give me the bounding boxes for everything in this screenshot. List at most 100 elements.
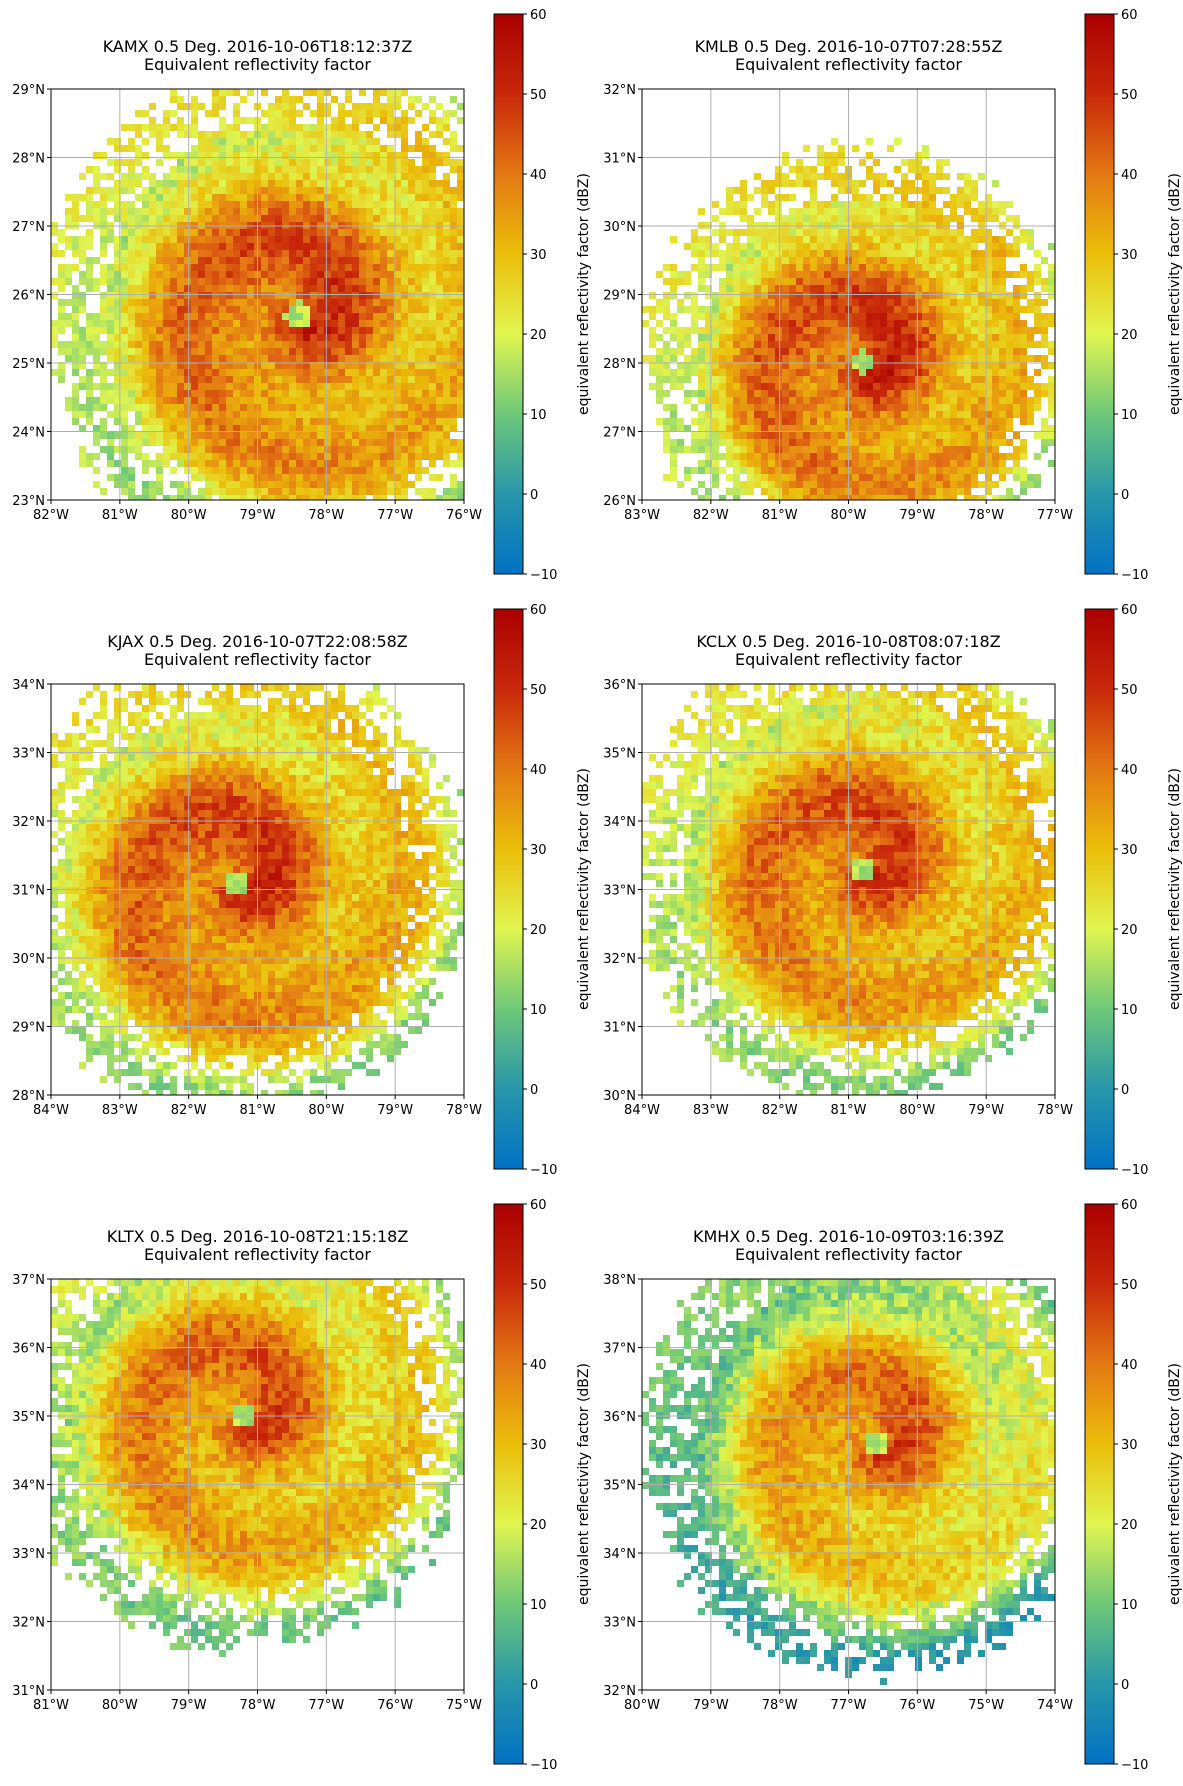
echo-cell (387, 159, 394, 166)
echo-cell (824, 229, 831, 236)
echo-cell (205, 460, 212, 467)
echo-cell (303, 299, 310, 306)
echo-cell (768, 453, 775, 460)
echo-cell (719, 418, 726, 425)
echo-cell (768, 285, 775, 292)
echo-cell (880, 299, 887, 306)
echo-cell (436, 117, 443, 124)
echo-cell (936, 369, 943, 376)
echo-cell (915, 383, 922, 390)
echo-cell (324, 278, 331, 285)
echo-cell (943, 474, 950, 481)
echo-cell (373, 376, 380, 383)
echo-cell (705, 460, 712, 467)
echo-cell (887, 334, 894, 341)
echo-cell (908, 257, 915, 264)
echo-cell (310, 397, 317, 404)
echo-cell (107, 341, 114, 348)
echo-cell (359, 89, 366, 96)
echo-cell (198, 236, 205, 243)
echo-cell (733, 285, 740, 292)
echo-cell (429, 145, 436, 152)
echo-cell (978, 411, 985, 418)
echo-cell (380, 418, 387, 425)
echo-cell (705, 327, 712, 334)
echo-cell (198, 187, 205, 194)
echo-cell (324, 292, 331, 299)
echo-cell (698, 439, 705, 446)
echo-cell (198, 397, 205, 404)
echo-cell (212, 166, 219, 173)
echo-cell (310, 362, 317, 369)
echo-cell (698, 257, 705, 264)
echo-cell (303, 348, 310, 355)
echo-cell (170, 313, 177, 320)
echo-cell (747, 348, 754, 355)
echo-cell (240, 411, 247, 418)
echo-cell (289, 117, 296, 124)
echo-cell (317, 138, 324, 145)
echo-cell (310, 460, 317, 467)
echo-cell (282, 208, 289, 215)
echo-cell (705, 313, 712, 320)
echo-cell (331, 404, 338, 411)
echo-cell (191, 292, 198, 299)
echo-cell (331, 313, 338, 320)
echo-cell (894, 320, 901, 327)
echo-cell (415, 376, 422, 383)
echo-cell (345, 166, 352, 173)
echo-cell (135, 292, 142, 299)
echo-cell (684, 467, 691, 474)
echo-cell (677, 348, 684, 355)
echo-cell (908, 166, 915, 173)
echo-cell (908, 495, 915, 500)
echo-cell (184, 124, 191, 131)
echo-cell (796, 313, 803, 320)
echo-cell (950, 313, 957, 320)
echo-cell (796, 362, 803, 369)
echo-cell (401, 173, 408, 180)
echo-cell (352, 376, 359, 383)
echo-cell (964, 411, 971, 418)
echo-cell (114, 362, 121, 369)
echo-cell (985, 397, 992, 404)
echo-cell (107, 390, 114, 397)
echo-cell (450, 243, 457, 250)
echo-cell (303, 460, 310, 467)
echo-cell (338, 173, 345, 180)
echo-cell (198, 103, 205, 110)
echo-cell (184, 439, 191, 446)
echo-cell (100, 362, 107, 369)
echo-cell (352, 299, 359, 306)
echo-cell (359, 173, 366, 180)
echo-cell (810, 411, 817, 418)
echo-cell (985, 474, 992, 481)
echo-cell (163, 334, 170, 341)
echo-cell (184, 376, 191, 383)
echo-cell (698, 362, 705, 369)
echo-cell (761, 201, 768, 208)
echo-cell (142, 215, 149, 222)
echo-cell (443, 152, 450, 159)
echo-cell (422, 236, 429, 243)
echo-cell (247, 432, 254, 439)
echo-cell (705, 467, 712, 474)
echo-cell (219, 250, 226, 257)
echo-cell (803, 376, 810, 383)
echo-cell (359, 131, 366, 138)
echo-cell (352, 334, 359, 341)
echo-cell (726, 348, 733, 355)
echo-cell (282, 285, 289, 292)
echo-cell (971, 362, 978, 369)
echo-cell (352, 446, 359, 453)
echo-cell (796, 334, 803, 341)
echo-cell (338, 110, 345, 117)
echo-cell (415, 453, 422, 460)
echo-cell (261, 313, 268, 320)
echo-cell (352, 278, 359, 285)
echo-cell (226, 362, 233, 369)
echo-cell (191, 187, 198, 194)
echo-cell (156, 488, 163, 495)
echo-cell (429, 411, 436, 418)
echo-cell (670, 460, 677, 467)
